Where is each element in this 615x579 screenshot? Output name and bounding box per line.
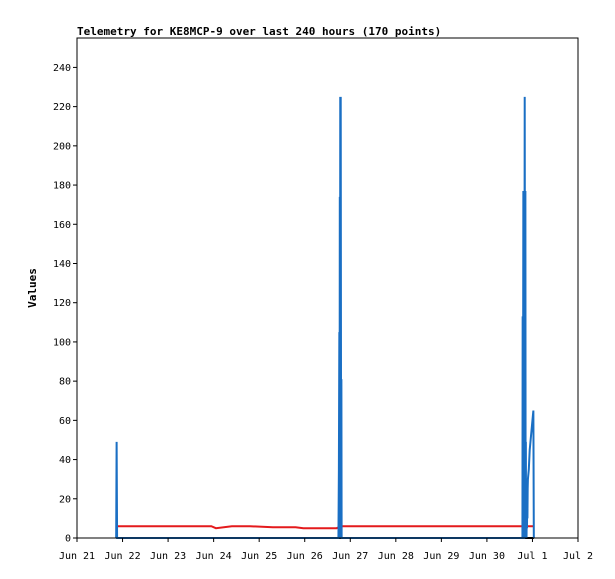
- x-tick-label: Jun 30: [469, 551, 505, 562]
- y-tick-label: 200: [53, 141, 71, 152]
- y-tick-label: 220: [53, 102, 71, 113]
- y-tick-label: 0: [65, 534, 71, 545]
- x-tick-label: Jul 2: [563, 551, 593, 562]
- y-tick-label: 160: [53, 220, 71, 231]
- x-tick-label: Jun 25: [241, 551, 277, 562]
- y-tick-label: 240: [53, 63, 71, 74]
- y-tick-label: 40: [59, 455, 71, 466]
- x-axis: Jun 21 Jun 22 Jun 23 Jun 24 Jun 25 Jun 26 Jun …: [59, 538, 593, 562]
- y-tick-label: 140: [53, 259, 71, 270]
- y-tick-label: 20: [59, 494, 71, 505]
- y-tick-label: 60: [59, 416, 71, 427]
- y-tick-label: 180: [53, 181, 71, 192]
- y-axis-label: Values: [26, 268, 39, 308]
- x-tick-label: Jun 27: [332, 551, 368, 562]
- series-line-2: [116, 525, 534, 530]
- x-tick-label: Jun 26: [287, 551, 323, 562]
- y-tick-label: 80: [59, 377, 71, 388]
- x-tick-label: Jun 28: [378, 551, 414, 562]
- y-axis: 0 20 40 60 80 100 120 140 160 180 200 220 240: [53, 63, 77, 545]
- x-tick-label: Jun 23: [150, 551, 186, 562]
- series-line-3: [115, 96, 535, 539]
- y-tick-label: 120: [53, 298, 71, 309]
- y-tick-label: 100: [53, 337, 71, 348]
- plot-frame: [76, 37, 579, 539]
- x-tick-label: Jun 29: [423, 551, 459, 562]
- chart-title: Telemetry for KE8MCP-9 over last 240 hou…: [77, 25, 441, 38]
- x-tick-label: Jun 24: [196, 551, 232, 562]
- x-tick-label: Jul 1: [517, 551, 547, 562]
- x-tick-label: Jun 21: [59, 551, 95, 562]
- x-tick-label: Jun 22: [104, 551, 140, 562]
